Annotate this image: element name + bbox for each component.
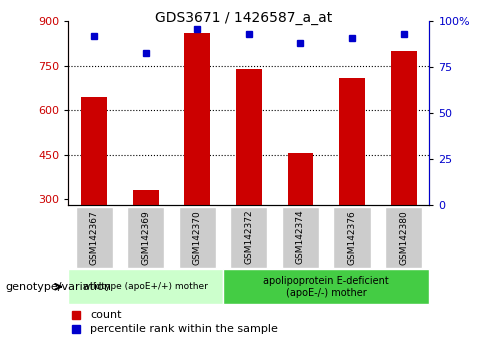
Text: GSM142370: GSM142370 (193, 210, 202, 264)
Bar (391, 51, 417, 205)
Bar (236, 69, 262, 205)
Text: GSM142367: GSM142367 (90, 210, 99, 264)
Bar (287, 153, 313, 205)
Bar (127, 207, 164, 268)
Bar (230, 207, 267, 268)
Text: percentile rank within the sample: percentile rank within the sample (90, 324, 278, 334)
Text: GSM142372: GSM142372 (244, 210, 253, 264)
Bar (223, 269, 429, 304)
Bar (339, 78, 365, 205)
Bar (133, 190, 159, 205)
Bar (81, 97, 107, 205)
Text: GSM142376: GSM142376 (347, 210, 357, 264)
Text: count: count (90, 310, 122, 320)
Text: wildtype (apoE+/+) mother: wildtype (apoE+/+) mother (83, 282, 208, 291)
Text: GSM142369: GSM142369 (141, 210, 150, 264)
Bar (76, 207, 113, 268)
Bar (282, 207, 319, 268)
Text: genotype/variation: genotype/variation (5, 282, 111, 292)
Text: GSM142374: GSM142374 (296, 210, 305, 264)
Text: GSM142380: GSM142380 (399, 210, 408, 264)
Text: apolipoprotein E-deficient
(apoE-/-) mother: apolipoprotein E-deficient (apoE-/-) mot… (264, 276, 389, 298)
Bar (184, 33, 210, 205)
Text: GDS3671 / 1426587_a_at: GDS3671 / 1426587_a_at (155, 11, 333, 25)
Bar (68, 269, 223, 304)
Bar (385, 207, 422, 268)
Bar (333, 207, 370, 268)
Bar (179, 207, 216, 268)
